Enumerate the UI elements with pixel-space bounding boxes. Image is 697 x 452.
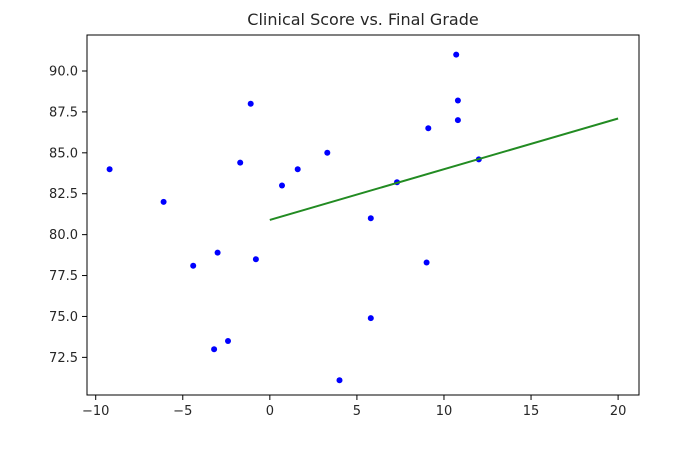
data-point: [454, 117, 461, 124]
y-tick-label: 90.0: [49, 65, 78, 80]
data-point: [367, 215, 374, 222]
data-point: [336, 377, 343, 384]
chart-title: Clinical Score vs. Final Grade: [247, 10, 478, 29]
x-tick-label: −5: [173, 404, 192, 419]
x-tick-label: −10: [82, 404, 109, 419]
data-point: [190, 262, 197, 269]
data-point: [367, 315, 374, 322]
y-tick-label: 80.0: [49, 228, 78, 243]
data-point: [423, 259, 430, 266]
data-point: [214, 249, 221, 256]
data-point: [247, 100, 254, 107]
y-tick-label: 85.0: [49, 146, 78, 161]
data-point: [106, 166, 113, 173]
data-point: [225, 338, 231, 344]
y-tick-label: 75.0: [49, 310, 78, 325]
x-tick-label: 15: [523, 404, 540, 419]
y-tick-label: 72.5: [49, 351, 78, 366]
data-point: [453, 51, 460, 58]
data-point: [294, 166, 301, 173]
x-tick-label: 0: [266, 404, 274, 419]
y-tick-label: 87.5: [49, 105, 78, 120]
x-tick-label: 5: [353, 404, 361, 419]
data-point: [279, 182, 285, 189]
y-tick-label: 77.5: [49, 269, 78, 284]
x-tick-label: 20: [610, 404, 627, 419]
data-point: [211, 346, 218, 353]
data-point: [425, 125, 432, 132]
data-point: [252, 256, 259, 263]
data-point: [237, 159, 244, 166]
plot-frame: [86, 34, 640, 396]
regression-line: [269, 117, 619, 221]
data-point: [160, 198, 167, 205]
x-tick-label: 10: [436, 404, 453, 419]
axis-layer: −10 −5 0 5 10 15 20 72.5 75.0 77.5 80.0 82.5 85.0 87.…: [49, 65, 626, 420]
data-point: [324, 149, 331, 156]
y-tick-label: 82.5: [49, 187, 78, 202]
plot-layer: [106, 51, 619, 384]
data-point: [454, 97, 461, 104]
